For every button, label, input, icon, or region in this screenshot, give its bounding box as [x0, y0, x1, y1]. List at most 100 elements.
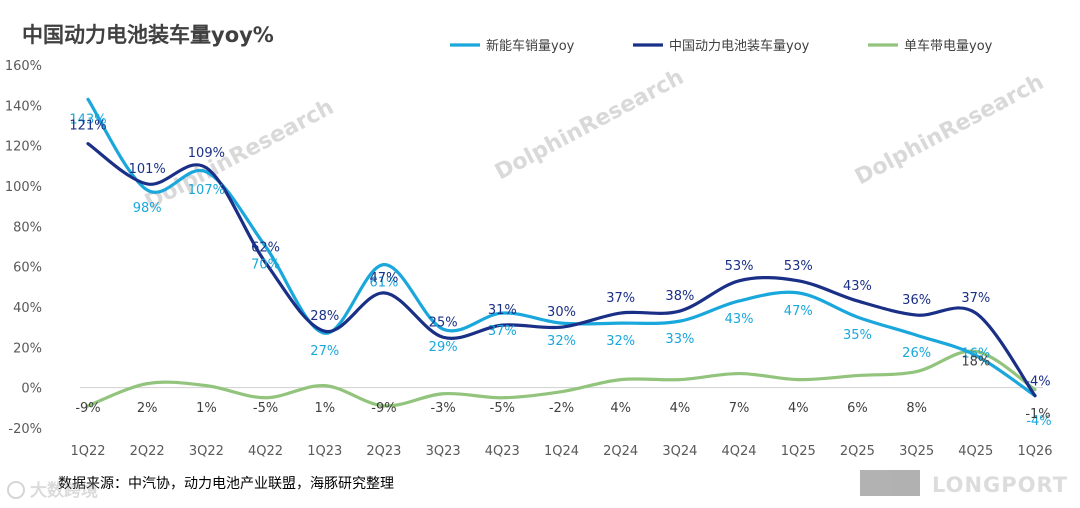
data-label: 7% [729, 401, 750, 416]
y-tick-label: 140% [5, 99, 42, 114]
data-label: -9% [371, 401, 396, 416]
data-label: 25% [429, 315, 458, 330]
data-label: 1% [314, 401, 335, 416]
brand-left-logo: 大数跨境 [7, 480, 98, 501]
watermark-text: DolphinResearch [141, 95, 338, 216]
y-tick-label: 40% [13, 301, 42, 316]
y-tick-label: 20% [13, 341, 42, 356]
data-label: -2% [549, 401, 574, 416]
brand-right-icon [860, 470, 920, 496]
x-tick-label: 4Q24 [722, 444, 757, 459]
y-tick-label: 160% [5, 59, 42, 74]
data-label: 43% [725, 312, 754, 327]
series-lines [86, 97, 1037, 408]
data-label: -9% [75, 401, 100, 416]
x-tick-label: 2Q25 [840, 444, 875, 459]
x-tick-label: 1Q24 [544, 444, 579, 459]
data-label: -5% [253, 401, 278, 416]
x-tick-label: 2Q24 [603, 444, 638, 459]
legend-label: 单车带电量yoy [904, 38, 993, 54]
series-line-1 [86, 142, 1037, 398]
data-label: 36% [902, 293, 931, 308]
data-label: -3% [430, 401, 455, 416]
x-tick-label: 3Q23 [426, 444, 461, 459]
brand-left-icon [7, 481, 25, 499]
x-tick-label: 3Q25 [899, 444, 934, 459]
data-label: 53% [784, 259, 813, 274]
y-tick-label: 60% [13, 261, 42, 276]
data-label: 29% [429, 340, 458, 355]
x-tick-label: 4Q22 [248, 444, 283, 459]
y-tick-label: 120% [5, 140, 42, 155]
data-label: -4% [1025, 375, 1050, 390]
data-label: 30% [547, 305, 576, 320]
data-label: 98% [133, 201, 162, 216]
data-label: 70% [251, 258, 280, 273]
x-tick-label: 4Q25 [958, 444, 993, 459]
x-tick-label: 1Q26 [1017, 444, 1052, 459]
watermark-text: DolphinResearch [491, 65, 688, 186]
data-label: -1% [1025, 407, 1050, 422]
data-label: 18% [961, 354, 990, 369]
data-label: 4% [610, 401, 631, 416]
data-label: 109% [188, 146, 225, 161]
data-label: 31% [488, 303, 517, 318]
data-label: 32% [547, 334, 576, 349]
data-label: 26% [902, 346, 931, 361]
data-label: 2% [137, 401, 158, 416]
x-tick-label: 1Q23 [307, 444, 342, 459]
data-label: 35% [843, 328, 872, 343]
x-tick-label: 2Q22 [130, 444, 165, 459]
data-label: 27% [310, 344, 339, 359]
brand-right-logo: LONGPORT [860, 470, 1068, 497]
data-label: 121% [69, 119, 106, 134]
data-label: 143% [69, 112, 106, 127]
data-label: 4% [788, 401, 809, 416]
data-label: 37% [606, 291, 635, 306]
legend-label: 中国动力电池装车量yoy [669, 38, 810, 54]
data-label: -5% [490, 401, 515, 416]
data-label: -4% [1026, 414, 1051, 429]
data-label: 32% [606, 334, 635, 349]
data-label: 107% [188, 183, 225, 198]
legend: 新能车销量yoy 中国动力电池装车量yoy 单车带电量yoy [450, 38, 993, 54]
data-label: 38% [665, 289, 694, 304]
watermark-text: DolphinResearch [851, 70, 1048, 191]
y-tick-label: -20% [8, 422, 42, 437]
data-label: 6% [847, 401, 868, 416]
y-tick-label: 100% [5, 180, 42, 195]
y-tick-label: 80% [13, 220, 42, 235]
chart-title: 中国动力电池装车量yoy% [22, 23, 274, 47]
data-label: 43% [843, 279, 872, 294]
x-tick-label: 3Q24 [662, 444, 697, 459]
x-tick-label: 4Q23 [485, 444, 520, 459]
y-axis: -20% 0% 20% 40% 60% 80% 100% 120% 140% 160% [5, 59, 42, 437]
data-label: 33% [665, 332, 694, 347]
legend-label: 新能车销量yoy [486, 38, 575, 54]
brand-left-text: 大数跨境 [30, 480, 98, 501]
x-tick-label: 3Q22 [189, 444, 224, 459]
series-line-2 [86, 349, 1037, 408]
data-label: 37% [961, 291, 990, 306]
data-label: 53% [725, 259, 754, 274]
data-label: 101% [129, 162, 166, 177]
data-label: 28% [310, 309, 339, 324]
data-labels: 143% 98% 107% 70% 27% 61% 29% 37% 32% 32% 33% 43% 47… [69, 112, 1051, 429]
brand-right-text: LONGPORT [932, 473, 1068, 497]
x-tick-label: 1Q25 [781, 444, 816, 459]
data-label: 47% [369, 271, 398, 286]
x-axis: 1Q22 2Q22 3Q22 4Q22 1Q23 2Q23 3Q23 4Q23 1Q24 2Q24… [70, 444, 1052, 459]
source-note: 数据来源：中汽协，动力电池产业联盟，海豚研究整理 [58, 476, 394, 492]
data-label: 37% [488, 324, 517, 339]
data-label: 47% [784, 304, 813, 319]
data-label: 1% [196, 401, 217, 416]
data-label: 61% [369, 276, 398, 291]
data-label: 62% [251, 241, 280, 256]
data-label: 8% [906, 401, 927, 416]
data-label: 4% [670, 401, 691, 416]
y-tick-label: 0% [21, 382, 42, 397]
data-label: 16% [961, 346, 990, 361]
x-tick-label: 1Q22 [70, 444, 105, 459]
watermark-group: DolphinResearch DolphinResearch DolphinRes… [141, 65, 1048, 216]
